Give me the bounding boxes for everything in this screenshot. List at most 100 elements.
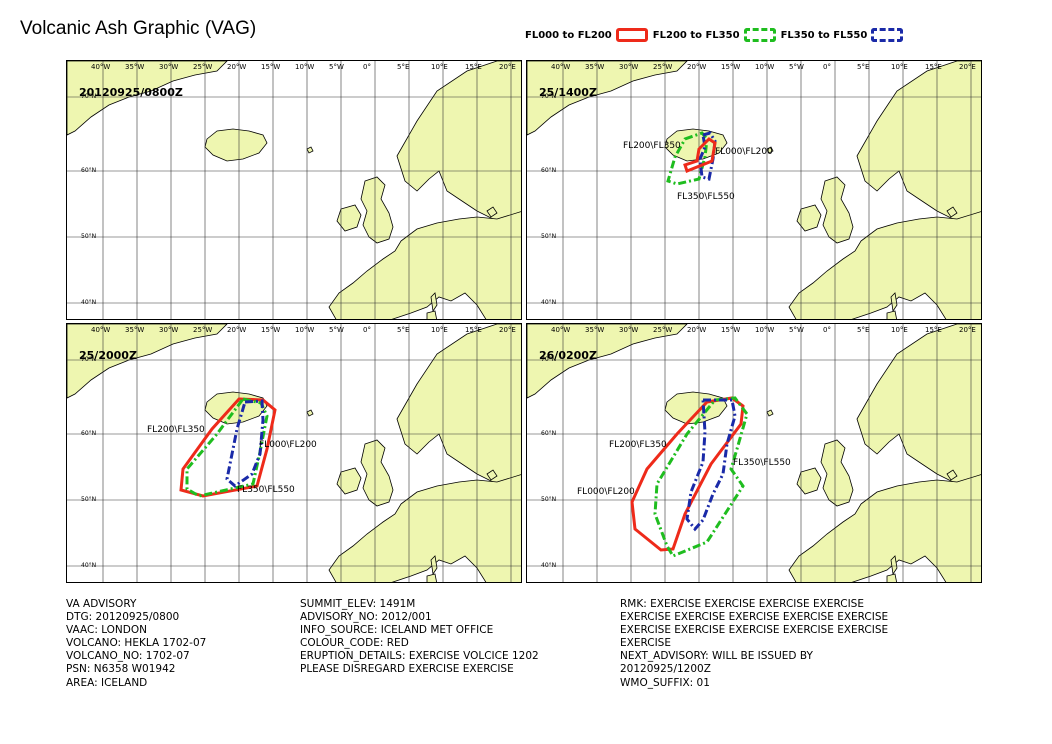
lon-tick-label: 10°W — [755, 63, 775, 71]
advisory-line: NEXT_ADVISORY: WILL BE ISSUED BY — [620, 650, 813, 663]
great-britain-land — [820, 176, 854, 244]
faroe-islands-land — [306, 146, 314, 154]
lon-tick-label: 20°E — [959, 63, 976, 71]
lon-tick-label: 35°W — [125, 63, 145, 71]
lon-tick-label: 15°E — [925, 326, 942, 334]
advisory-line: VAAC: LONDON — [66, 624, 147, 637]
scandinavia-land — [856, 61, 981, 222]
legend-item-low: FL000 to FL200 — [525, 28, 653, 42]
lat-tick-label: 60°N — [541, 430, 557, 437]
corsica-land — [890, 555, 898, 576]
legend-swatch-mid — [743, 28, 776, 42]
lon-tick-label: 25°W — [653, 63, 673, 71]
level-legend: FL000 to FL200 FL200 to FL350 FL350 to F… — [525, 24, 908, 46]
lon-tick-label: 10°W — [295, 63, 315, 71]
lon-tick-label: 5°E — [397, 63, 410, 71]
basemap — [67, 324, 521, 582]
advisory-line: ERUPTION_DETAILS: EXERCISE VOLCICE 1202 — [300, 650, 539, 663]
baltic-islands-land — [486, 206, 498, 218]
panel-time-label: 26/0200Z — [539, 349, 597, 362]
advisory-column-1: VA ADVISORY DTG: 20120925/0800 VAAC: LON… — [66, 598, 206, 690]
lon-tick-label: 40°W — [91, 326, 111, 334]
lon-tick-label: 20°E — [499, 63, 516, 71]
ash-label-fl000-fl200: FL000\FL200 — [259, 440, 317, 450]
advisory-column-3: RMK: EXERCISE EXERCISE EXERCISE EXERCISE… — [620, 598, 888, 690]
lat-tick-label: 70°N — [81, 356, 97, 363]
ash-label-fl200-fl350: FL200\FL350 — [623, 141, 681, 151]
ash-polygons — [179, 397, 277, 498]
lat-tick-label: 50°N — [541, 496, 557, 503]
corsica-land — [430, 555, 438, 576]
lon-tick-label: 15°E — [465, 63, 482, 71]
map-panel-0200: 26/0200Z FL200\FL350 FL350\FL550 FL000\F… — [526, 323, 982, 583]
faroe-islands-land — [766, 146, 774, 154]
lon-tick-label: 20°W — [687, 326, 707, 334]
lon-tick-label: 30°W — [619, 63, 639, 71]
ash-label-fl350-fl550: FL350\FL550 — [677, 192, 735, 202]
lon-tick-label: 40°W — [551, 63, 571, 71]
legend-item-mid: FL200 to FL350 — [653, 28, 781, 42]
advisory-line: VOLCANO_NO: 1702-07 — [66, 650, 190, 663]
lon-tick-label: 0° — [823, 63, 831, 71]
advisory-line: PSN: N6358 W01942 — [66, 663, 176, 676]
faroe-islands-land — [766, 409, 774, 417]
advisory-line: VA ADVISORY — [66, 598, 137, 610]
ash-label-fl200-fl350: FL200\FL350 — [609, 440, 667, 450]
lat-tick-label: 50°N — [81, 496, 97, 503]
lon-tick-label: 20°W — [687, 63, 707, 71]
advisory-column-2: SUMMIT_ELEV: 1491M ADVISORY_NO: 2012/001… — [300, 598, 539, 677]
continent-land — [788, 211, 981, 319]
corsica-land — [430, 292, 438, 313]
lon-tick-label: 25°W — [193, 326, 213, 334]
lon-tick-label: 30°W — [619, 326, 639, 334]
lon-tick-label: 10°E — [891, 326, 908, 334]
lon-tick-label: 15°W — [721, 326, 741, 334]
ash-area-fl200-fl350 — [185, 397, 269, 498]
map-panel-1400: 25/1400Z FL200\FL350 FL000\FL200 FL350\F… — [526, 60, 982, 320]
ash-polygons — [630, 396, 749, 558]
lat-tick-label: 60°N — [541, 167, 557, 174]
ash-area-fl000-fl200 — [179, 397, 277, 498]
lon-tick-label: 30°W — [159, 326, 179, 334]
lon-tick-label: 15°W — [261, 63, 281, 71]
ireland-land — [796, 467, 822, 495]
legend-item-high: FL350 to FL550 — [781, 28, 909, 42]
ash-label-fl350-fl550: FL350\FL550 — [237, 485, 295, 495]
page-title: Volcanic Ash Graphic (VAG) — [20, 18, 257, 39]
lon-tick-label: 35°W — [125, 326, 145, 334]
great-britain-land — [360, 439, 394, 507]
lon-tick-label: 25°W — [653, 326, 673, 334]
greenland-land — [67, 324, 228, 399]
advisory-line: EXERCISE — [620, 637, 671, 650]
advisory-line: DTG: 20120925/0800 — [66, 611, 180, 624]
lat-tick-label: 60°N — [81, 430, 97, 437]
lon-tick-label: 10°W — [295, 326, 315, 334]
sardinia-land — [886, 573, 898, 582]
scandinavia-land — [396, 61, 521, 222]
advisory-line: 20120925/1200Z — [620, 663, 711, 676]
legend-label-high: FL350 to FL550 — [780, 29, 868, 41]
ash-area-fl000-fl200 — [683, 137, 717, 173]
legend-label-low: FL000 to FL200 — [525, 29, 612, 41]
advisory-line: EXERCISE EXERCISE EXERCISE EXERCISE EXER… — [620, 624, 889, 637]
lon-tick-label: 5°W — [329, 63, 344, 71]
advisory-line: PLEASE DISREGARD EXERCISE EXERCISE — [300, 663, 514, 676]
lon-tick-label: 40°W — [551, 326, 571, 334]
lon-tick-label: 10°E — [891, 63, 908, 71]
continent-land — [328, 211, 521, 319]
lat-tick-label: 40°N — [81, 562, 97, 569]
greenland-land — [67, 61, 228, 136]
lon-tick-label: 15°E — [465, 326, 482, 334]
lon-tick-label: 0° — [363, 63, 371, 71]
lon-tick-label: 10°E — [431, 63, 448, 71]
lon-tick-label: 5°E — [857, 326, 870, 334]
panel-time-label: 25/2000Z — [79, 349, 137, 362]
continent-land — [788, 474, 981, 582]
great-britain-land — [360, 176, 394, 244]
advisory-line: ADVISORY_NO: 2012/001 — [300, 611, 432, 624]
lon-tick-label: 15°W — [721, 63, 741, 71]
advisory-line: AREA: ICELAND — [66, 676, 148, 689]
lon-tick-label: 0° — [823, 326, 831, 334]
lon-tick-label: 35°W — [585, 326, 605, 334]
